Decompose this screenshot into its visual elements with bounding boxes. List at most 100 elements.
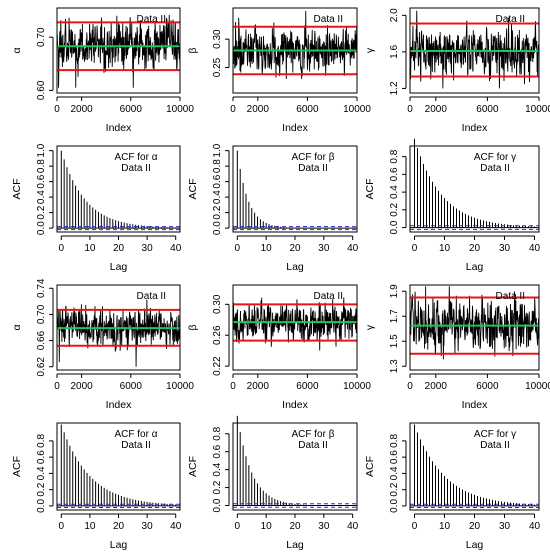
panel-annotation-subtitle: Data II — [121, 163, 150, 174]
x-tick-label: 0 — [412, 521, 418, 532]
x-axis-label: Index — [106, 122, 132, 134]
panel-1: Data II 0 2000 6000 10000 Index 0.60 0.70 α — [11, 7, 194, 134]
panel-frame — [56, 422, 181, 511]
x-axis-label: Lag — [466, 539, 484, 551]
y-tick-label: 0.30 — [212, 29, 223, 49]
x-tick-label: 10000 — [166, 104, 194, 115]
y-axis: 0.22 0.26 0.30 β — [187, 294, 230, 376]
x-tick-label: 0 — [235, 521, 241, 532]
y-axis-label: ACF — [364, 456, 376, 477]
x-tick-label: 40 — [170, 243, 182, 254]
panel-frame — [56, 145, 181, 233]
y-tick-label: 0.6 — [389, 167, 400, 181]
panel-annotation-subtitle: Data II — [121, 440, 150, 451]
x-tick-label: 2000 — [425, 104, 448, 115]
y-axis: 0.0 0.20.4 0.60.8 1.0 ACF — [11, 143, 54, 235]
y-tick-label: 0.8 — [212, 159, 223, 173]
x-tick-label: 20 — [289, 243, 301, 254]
x-tick-label: 0 — [235, 243, 241, 254]
y-tick-label: 1.0 — [36, 143, 47, 157]
panel-annotation-title: ACF for γ — [474, 152, 516, 163]
x-tick-label: 10000 — [343, 104, 371, 115]
x-tick-label: 10 — [84, 243, 96, 254]
x-tick-label: 0 — [59, 243, 65, 254]
y-axis: 1.2 1.6 2.0 γ — [364, 8, 407, 95]
x-tick-label: 30 — [318, 521, 330, 532]
x-tick-label: 20 — [469, 521, 481, 532]
x-axis: 0 2000 6000 10000 Index — [230, 96, 371, 134]
x-tick-label: 10000 — [166, 381, 194, 392]
panel-annotation: Data II — [137, 291, 166, 302]
y-tick-label: 0.8 — [36, 434, 47, 448]
x-tick-label: 10 — [84, 521, 96, 532]
x-tick-label: 6000 — [120, 104, 143, 115]
x-axis-label: Index — [462, 122, 488, 134]
y-tick-label: 0.8 — [389, 434, 400, 448]
x-axis: 0 10 20 30 40 Lag — [412, 513, 540, 551]
x-tick-label: 0 — [407, 104, 413, 115]
y-tick-label: 0.8 — [389, 149, 400, 163]
y-axis-label: β — [187, 47, 199, 53]
x-tick-label: 30 — [499, 521, 511, 532]
y-tick-label: 0.4 — [389, 466, 400, 480]
y-tick-label: 0.6 — [389, 450, 400, 464]
y-tick-label: 0.6 — [212, 444, 223, 458]
x-axis-label: Lag — [286, 539, 304, 551]
x-tick-label: 0 — [230, 381, 236, 392]
x-tick-label: 10 — [261, 521, 273, 532]
x-tick-label: 0 — [230, 104, 236, 115]
trace-line — [410, 10, 539, 89]
panel-annotation-subtitle: Data II — [480, 440, 509, 451]
y-axis-label: α — [11, 47, 23, 53]
y-tick-label: 1.2 — [389, 81, 400, 95]
y-tick-label: 0.26 — [212, 325, 223, 345]
x-tick-label: 40 — [347, 521, 359, 532]
x-tick-label: 2000 — [70, 104, 93, 115]
x-axis-label: Index — [106, 399, 132, 411]
x-tick-label: 10000 — [525, 381, 550, 392]
panel-frame — [232, 422, 358, 511]
y-tick-label: 0.0 — [389, 220, 400, 234]
panel-8: Data II 0 2000 6000 10000 Index 0.22 0.26 0.30 β — [187, 284, 371, 411]
panel-frame — [232, 7, 358, 94]
x-axis-label: Lag — [110, 539, 128, 551]
y-tick-label: 1.9 — [389, 284, 400, 298]
y-tick-label: 0.66 — [36, 330, 47, 350]
x-tick-label: 6000 — [476, 381, 499, 392]
x-tick-label: 30 — [142, 243, 154, 254]
y-tick-label: 2.0 — [389, 8, 400, 22]
x-tick-label: 0 — [54, 381, 60, 392]
x-axis-label: Lag — [286, 261, 304, 273]
y-tick-label: 0.2 — [389, 482, 400, 496]
y-tick-label: 0.2 — [212, 205, 223, 219]
y-tick-label: 0.2 — [36, 482, 47, 496]
y-tick-label: 1.7 — [389, 309, 400, 323]
x-tick-label: 2000 — [70, 381, 93, 392]
panel-annotation-title: ACF for β — [292, 429, 335, 440]
panel-annotation-title: ACF for α — [114, 429, 157, 440]
trace-line — [57, 14, 180, 88]
x-tick-label: 30 — [318, 243, 330, 254]
x-tick-label: 30 — [142, 521, 154, 532]
y-axis: 0.0 0.20.4 0.60.8 1.0 ACF — [187, 143, 230, 235]
y-axis: 0.0 0.2 0.4 0.6 0.8 ACF — [364, 149, 407, 235]
x-tick-label: 0 — [407, 381, 413, 392]
x-tick-label: 0 — [59, 521, 65, 532]
y-axis: 0.0 0.2 0.4 0.6 0.8 ACF — [364, 434, 407, 513]
y-tick-label: 0.8 — [212, 426, 223, 440]
panel-2: Data II 0 2000 6000 10000 Index 0.25 0.30 β — [187, 7, 371, 134]
y-tick-label: 0.4 — [389, 185, 400, 199]
y-tick-label: 0.4 — [36, 190, 47, 204]
y-tick-label: 0.30 — [212, 294, 223, 314]
y-tick-label: 1.6 — [389, 44, 400, 58]
x-tick-label: 30 — [499, 243, 511, 254]
y-axis-label: γ — [364, 47, 376, 53]
panel-frame — [232, 145, 358, 233]
y-tick-label: 1.0 — [212, 143, 223, 157]
panel-annotation: Data II — [314, 291, 343, 302]
y-axis: 0.25 0.30 β — [187, 29, 230, 77]
x-tick-label: 20 — [289, 521, 301, 532]
